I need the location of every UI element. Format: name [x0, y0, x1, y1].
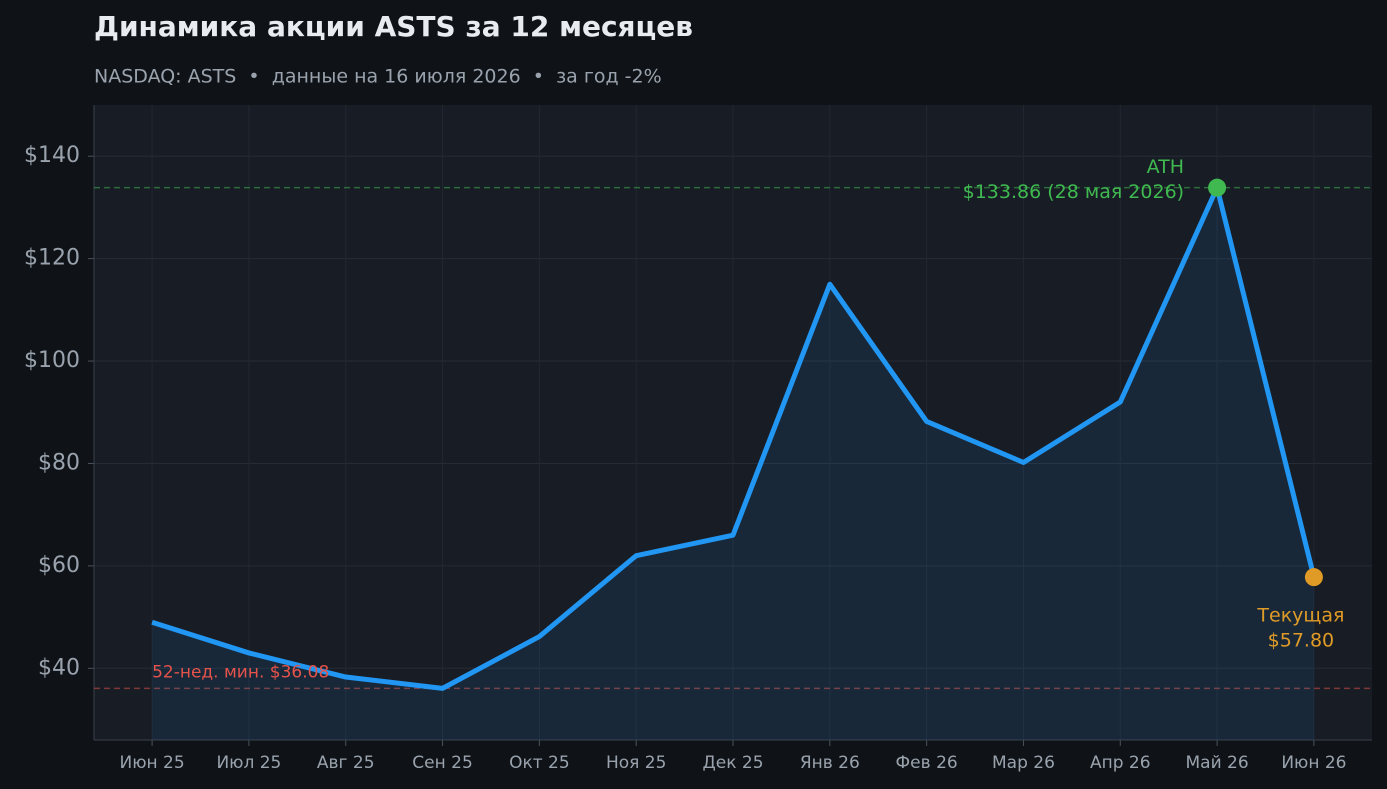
x-tick-label: Фев 26: [896, 753, 958, 773]
x-tick-label: Июн 26: [1281, 753, 1346, 773]
x-tick-label: Янв 26: [800, 753, 860, 773]
line: [151, 185, 1317, 691]
low-text: 52-нед. мин. $36.08: [152, 662, 329, 682]
y-tick-label: $80: [38, 450, 80, 475]
x-tick-label: Авг 25: [317, 753, 375, 773]
x-tick-label: Апр 26: [1090, 753, 1151, 773]
x-tick-label: Ноя 25: [606, 753, 666, 773]
ath-text: $133.86 (28 мая 2026): [963, 181, 1184, 203]
x-tick-label: Сен 25: [412, 753, 472, 773]
ath-marker: [1208, 178, 1227, 197]
current-text: $57.80: [1268, 630, 1334, 652]
y-tick-label: $40: [38, 655, 80, 680]
current-marker: [1304, 568, 1323, 587]
ath-label: ATH: [1147, 156, 1184, 178]
y-tick-label: $120: [24, 246, 80, 271]
x-tick-label: Окт 25: [509, 753, 570, 773]
chart-subtitle: NASDAQ: ASTS • данные на 16 июля 2026 • …: [94, 66, 662, 88]
y-tick-label: $140: [24, 143, 80, 168]
x-tick-label: Июл 25: [216, 753, 281, 773]
x-tick-label: Дек 25: [702, 753, 763, 773]
x-tick-label: Мар 26: [992, 753, 1055, 773]
chart-title: Динамика акции ASTS за 12 месяцев: [94, 10, 693, 43]
y-tick-label: $60: [38, 553, 80, 578]
current-label: Текущая: [1256, 605, 1344, 627]
x-tick-label: Май 26: [1186, 753, 1249, 773]
y-tick-label: $100: [24, 348, 80, 373]
area: [152, 187, 1314, 741]
x-tick-label: Июн 25: [119, 753, 184, 773]
